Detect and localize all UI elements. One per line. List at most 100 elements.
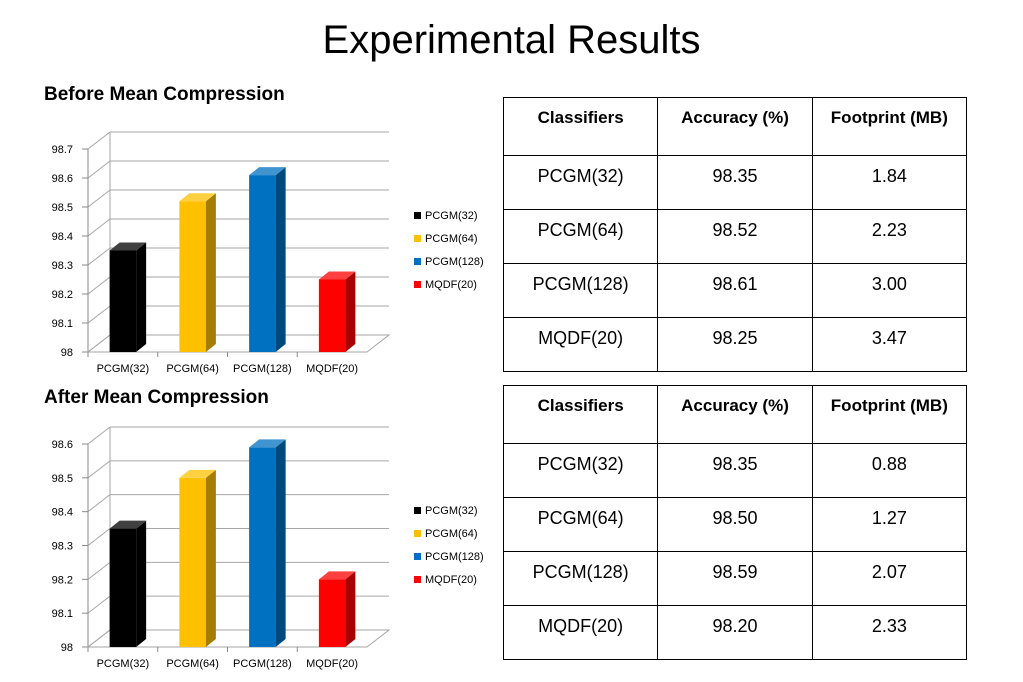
- bar-top: [249, 167, 286, 176]
- cell-footprint: 1.27: [811, 497, 968, 552]
- grid-diagonal: [87, 595, 111, 614]
- legend-label: MQDF(20): [425, 279, 477, 291]
- cell-classifier: MQDF(20): [502, 317, 659, 372]
- legend-label: PCGM(128): [425, 551, 484, 563]
- page-title: Experimental Results: [322, 18, 701, 62]
- bar-front: [249, 447, 276, 647]
- cell-footprint: 3.00: [811, 263, 968, 318]
- legend-label: PCGM(64): [425, 528, 478, 540]
- y-tick-label: 98.3: [52, 260, 73, 272]
- bar-top: [179, 193, 216, 202]
- legend-label: PCGM(32): [425, 505, 478, 517]
- cell-accuracy: 98.35: [657, 443, 813, 498]
- legend-swatch: [414, 235, 421, 242]
- legend: PCGM(32) PCGM(64) PCGM(128) MQDF(20): [414, 210, 484, 291]
- bar-front: [109, 528, 137, 647]
- cell-footprint: 2.07: [811, 551, 968, 606]
- grid-diagonal: [87, 561, 111, 580]
- bar-top: [318, 271, 356, 280]
- bar-pcgm32: [109, 520, 147, 647]
- legend-label: MQDF(20): [425, 574, 477, 586]
- grid-diagonal: [87, 131, 111, 150]
- cell-accuracy: 98.52: [657, 209, 813, 264]
- cell-footprint: 0.88: [811, 443, 968, 498]
- x-tick-label: MQDF(20): [306, 658, 358, 670]
- x-tick-label: PCGM(64): [166, 658, 219, 670]
- table-row: PCGM(128) 98.61 3.00: [502, 263, 968, 318]
- bar-top: [179, 469, 216, 478]
- x-tick-label: PCGM(128): [233, 658, 292, 670]
- y-tick-label: 98.2: [52, 574, 73, 586]
- grid-diagonal: [87, 494, 111, 513]
- y-tick-label: 98.6: [52, 439, 73, 451]
- legend-swatch: [414, 553, 421, 560]
- header-classifiers: Classifiers: [502, 97, 659, 156]
- table-row: MQDF(20) 98.20 2.33: [502, 605, 968, 660]
- bar-pcgm32: [109, 242, 147, 352]
- x-tick-label: PCGM(64): [166, 363, 219, 375]
- bar-side: [275, 167, 286, 352]
- table-row: PCGM(32) 98.35 1.84: [502, 155, 968, 210]
- cell-accuracy: 98.50: [657, 497, 813, 552]
- cell-classifier: PCGM(64): [502, 209, 659, 264]
- bar-side: [345, 571, 356, 647]
- y-tick-label: 98.4: [52, 231, 73, 243]
- table-row: PCGM(64) 98.52 2.23: [502, 209, 968, 264]
- y-tick-label: 98.3: [52, 541, 73, 553]
- results-table-after: Classifiers Accuracy (%) Footprint (MB) …: [502, 385, 968, 660]
- grid-diagonal: [87, 247, 111, 266]
- bar-chart-after: 98 98.1 98.2 98.3 98.4 98.5 98.6 PCGM(32) PCGM(6…: [52, 426, 484, 670]
- cell-accuracy: 98.35: [657, 155, 813, 210]
- bar-side: [345, 271, 356, 352]
- legend-label: PCGM(32): [425, 210, 478, 222]
- y-tick-label: 98.2: [52, 289, 73, 301]
- legend-swatch: [414, 530, 421, 537]
- y-tick-label: 98: [61, 642, 73, 654]
- legend-swatch: [414, 212, 421, 219]
- bar-front: [249, 175, 276, 352]
- cell-footprint: 2.33: [811, 605, 968, 660]
- legend-swatch: [414, 576, 421, 583]
- table-row: PCGM(64) 98.50 1.27: [502, 497, 968, 552]
- bar-top: [109, 520, 147, 529]
- header-classifiers: Classifiers: [502, 385, 659, 444]
- y-tick-label: 98: [61, 347, 73, 359]
- table-header-row: Classifiers Accuracy (%) Footprint (MB): [502, 97, 968, 156]
- legend-label: PCGM(128): [425, 256, 484, 268]
- table-row: MQDF(20) 98.25 3.47: [502, 317, 968, 372]
- grid-diagonal: [87, 426, 111, 445]
- cell-classifier: MQDF(20): [502, 605, 659, 660]
- y-tick-label: 98.5: [52, 473, 73, 485]
- y-tick-label: 98.6: [52, 173, 73, 185]
- bar-front: [318, 579, 346, 647]
- bar-side: [136, 520, 147, 647]
- bar-pcgm128: [249, 439, 286, 647]
- y-tick-label: 98.5: [52, 202, 73, 214]
- bar-side: [275, 439, 286, 647]
- cell-classifier: PCGM(32): [502, 443, 659, 498]
- bar-side: [205, 193, 216, 352]
- chart-title-before: Before Mean Compression: [44, 84, 285, 105]
- cell-accuracy: 98.25: [657, 317, 813, 372]
- x-tick-label: PCGM(32): [97, 363, 150, 375]
- header-accuracy: Accuracy (%): [657, 385, 813, 444]
- legend-swatch: [414, 258, 421, 265]
- legend-label: PCGM(64): [425, 233, 478, 245]
- bar-pcgm64: [179, 193, 216, 352]
- bar-pcgm128: [249, 167, 286, 352]
- header-footprint: Footprint (MB): [811, 385, 968, 444]
- x-tick-label: MQDF(20): [306, 363, 358, 375]
- bar-side: [205, 469, 216, 647]
- grid-diagonal: [87, 276, 111, 295]
- table-row: PCGM(32) 98.35 0.88: [502, 443, 968, 498]
- cell-accuracy: 98.20: [657, 605, 813, 660]
- bar-top: [318, 571, 356, 580]
- cell-accuracy: 98.59: [657, 551, 813, 606]
- legend-swatch: [414, 281, 421, 288]
- bar-mqdf20: [318, 271, 356, 352]
- bar-front: [109, 250, 137, 352]
- cell-footprint: 3.47: [811, 317, 968, 372]
- cell-footprint: 1.84: [811, 155, 968, 210]
- legend: PCGM(32) PCGM(64) PCGM(128) MQDF(20): [414, 505, 484, 586]
